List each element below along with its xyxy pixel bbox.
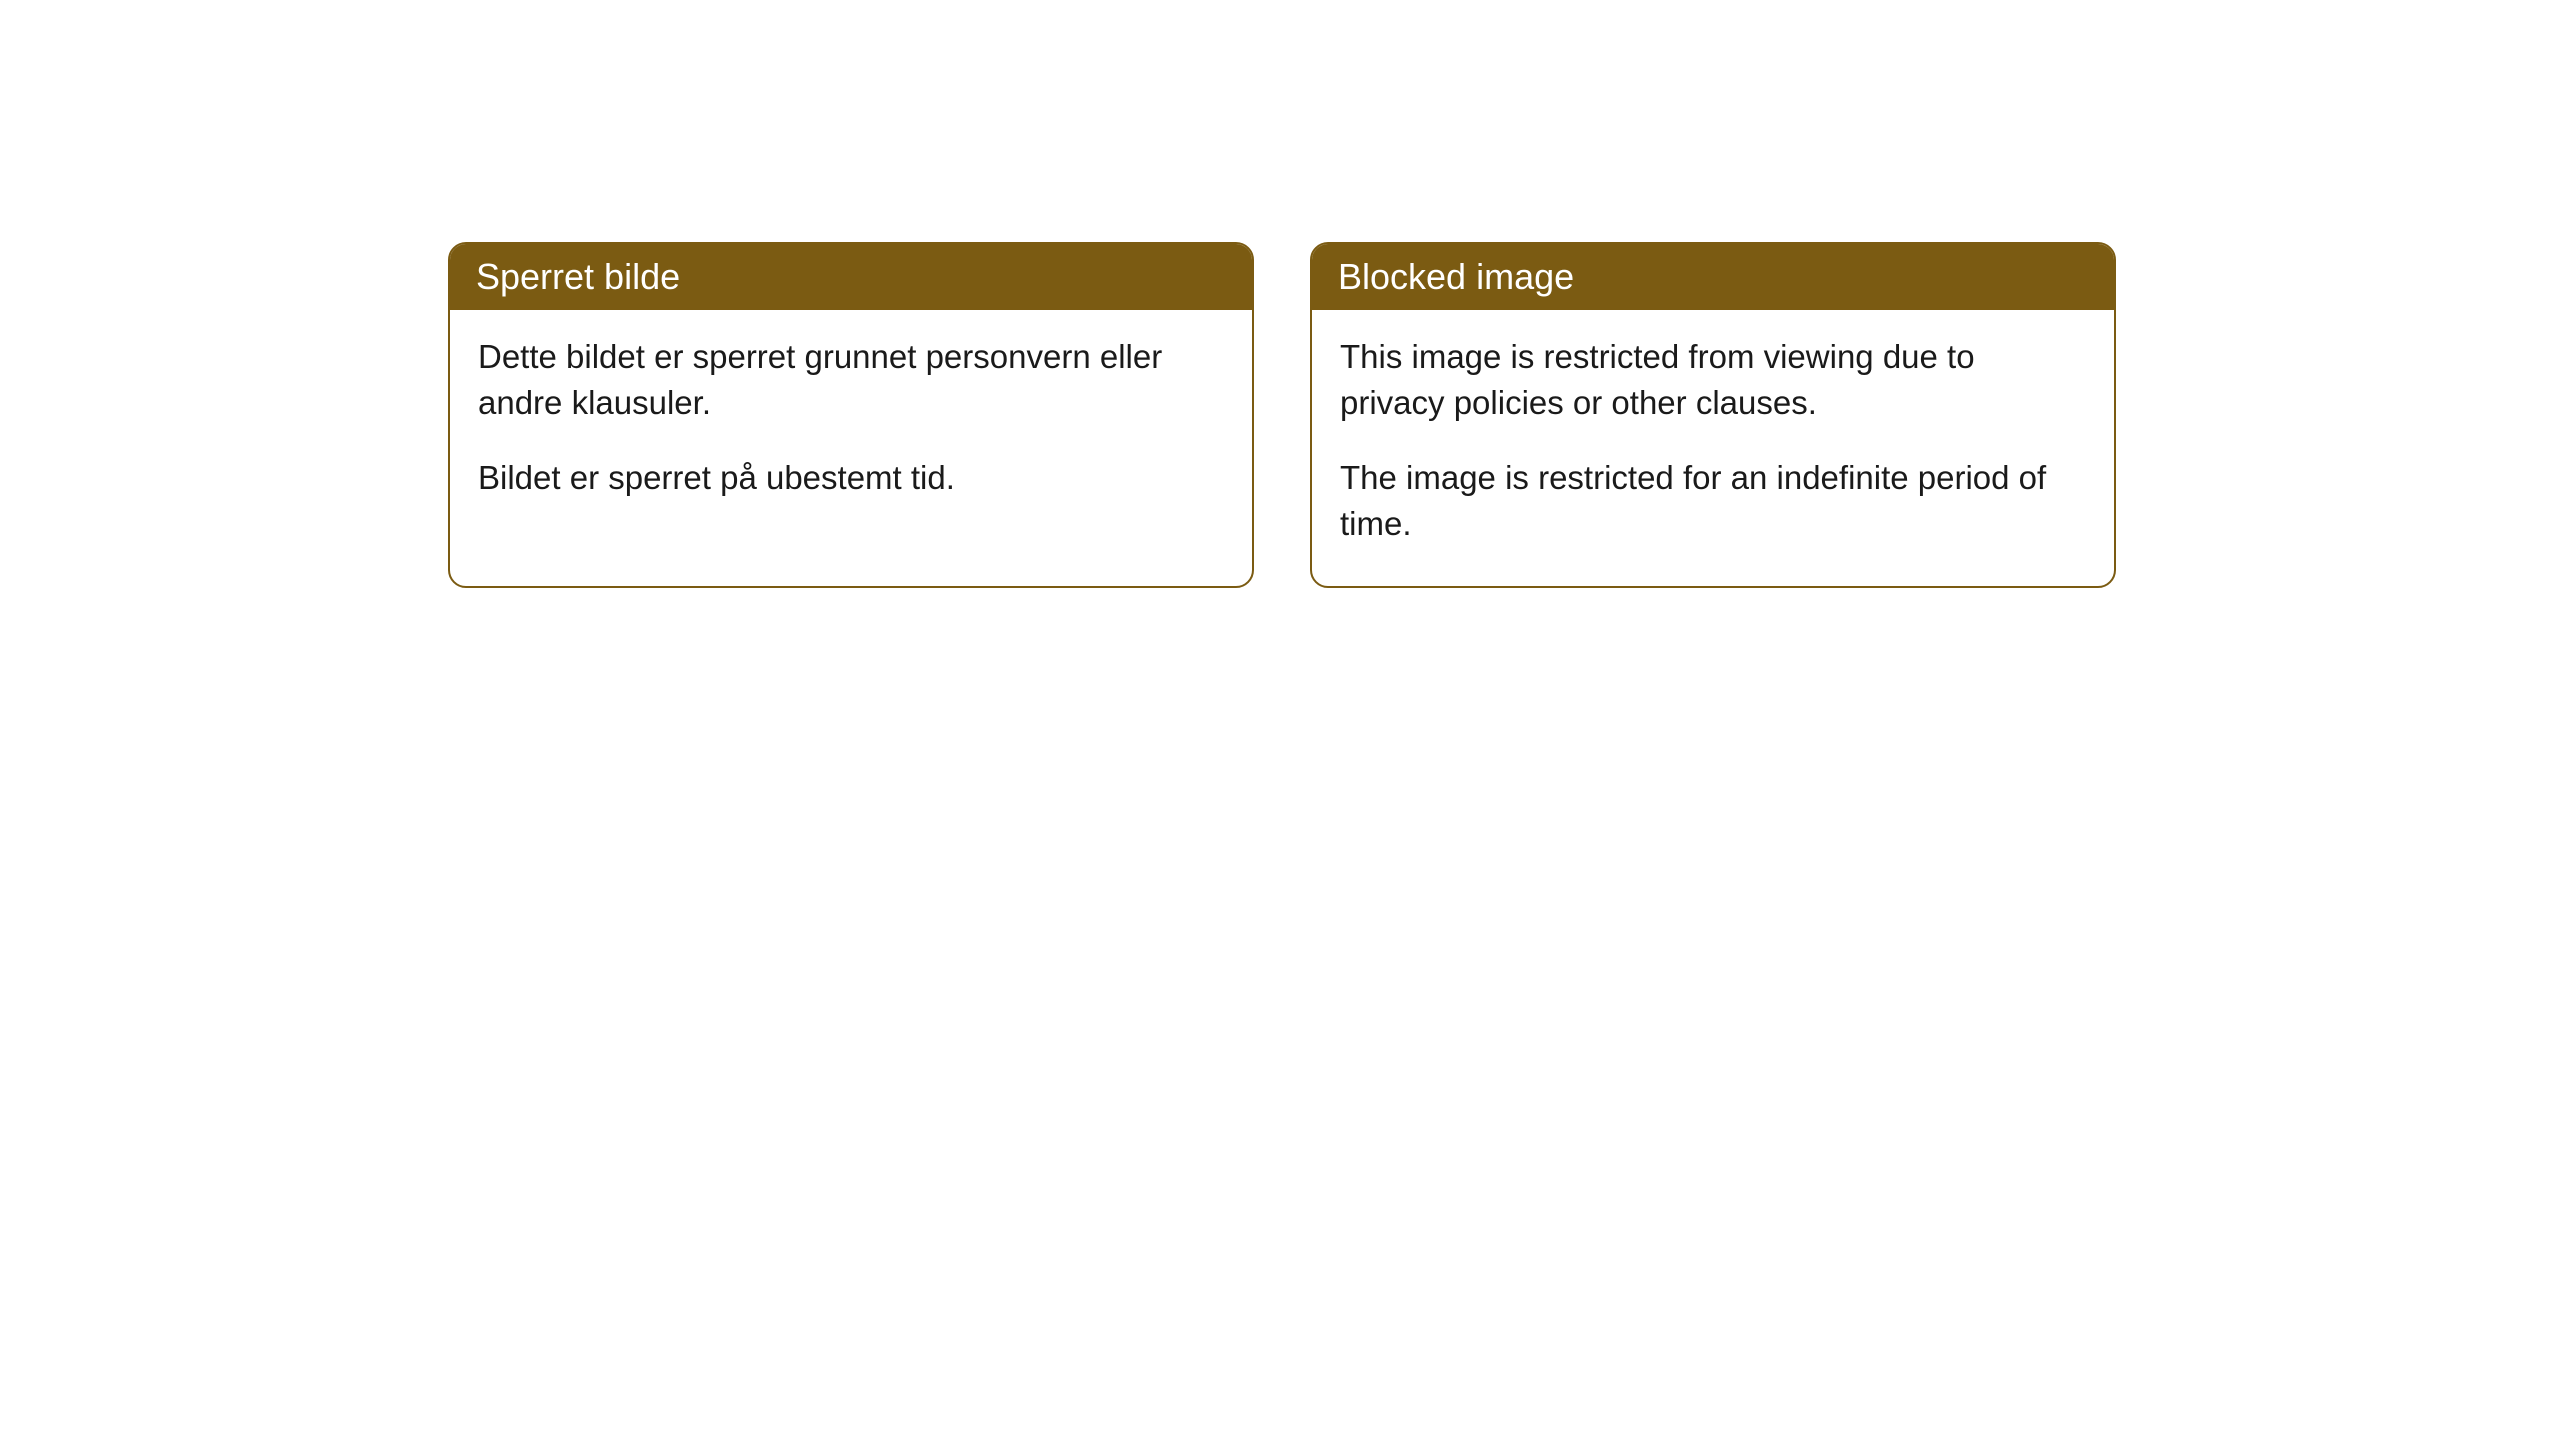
card-title: Sperret bilde	[476, 256, 680, 297]
card-text-line2: The image is restricted for an indefinit…	[1340, 455, 2086, 546]
card-text-line2: Bildet er sperret på ubestemt tid.	[478, 455, 1224, 501]
card-title: Blocked image	[1338, 256, 1574, 297]
card-header: Blocked image	[1312, 244, 2114, 310]
card-text-line1: This image is restricted from viewing du…	[1340, 334, 2086, 425]
cards-container: Sperret bilde Dette bildet er sperret gr…	[448, 242, 2116, 588]
card-header: Sperret bilde	[450, 244, 1252, 310]
card-body: Dette bildet er sperret grunnet personve…	[450, 310, 1252, 541]
blocked-image-card-norwegian: Sperret bilde Dette bildet er sperret gr…	[448, 242, 1254, 588]
blocked-image-card-english: Blocked image This image is restricted f…	[1310, 242, 2116, 588]
card-body: This image is restricted from viewing du…	[1312, 310, 2114, 586]
card-text-line1: Dette bildet er sperret grunnet personve…	[478, 334, 1224, 425]
